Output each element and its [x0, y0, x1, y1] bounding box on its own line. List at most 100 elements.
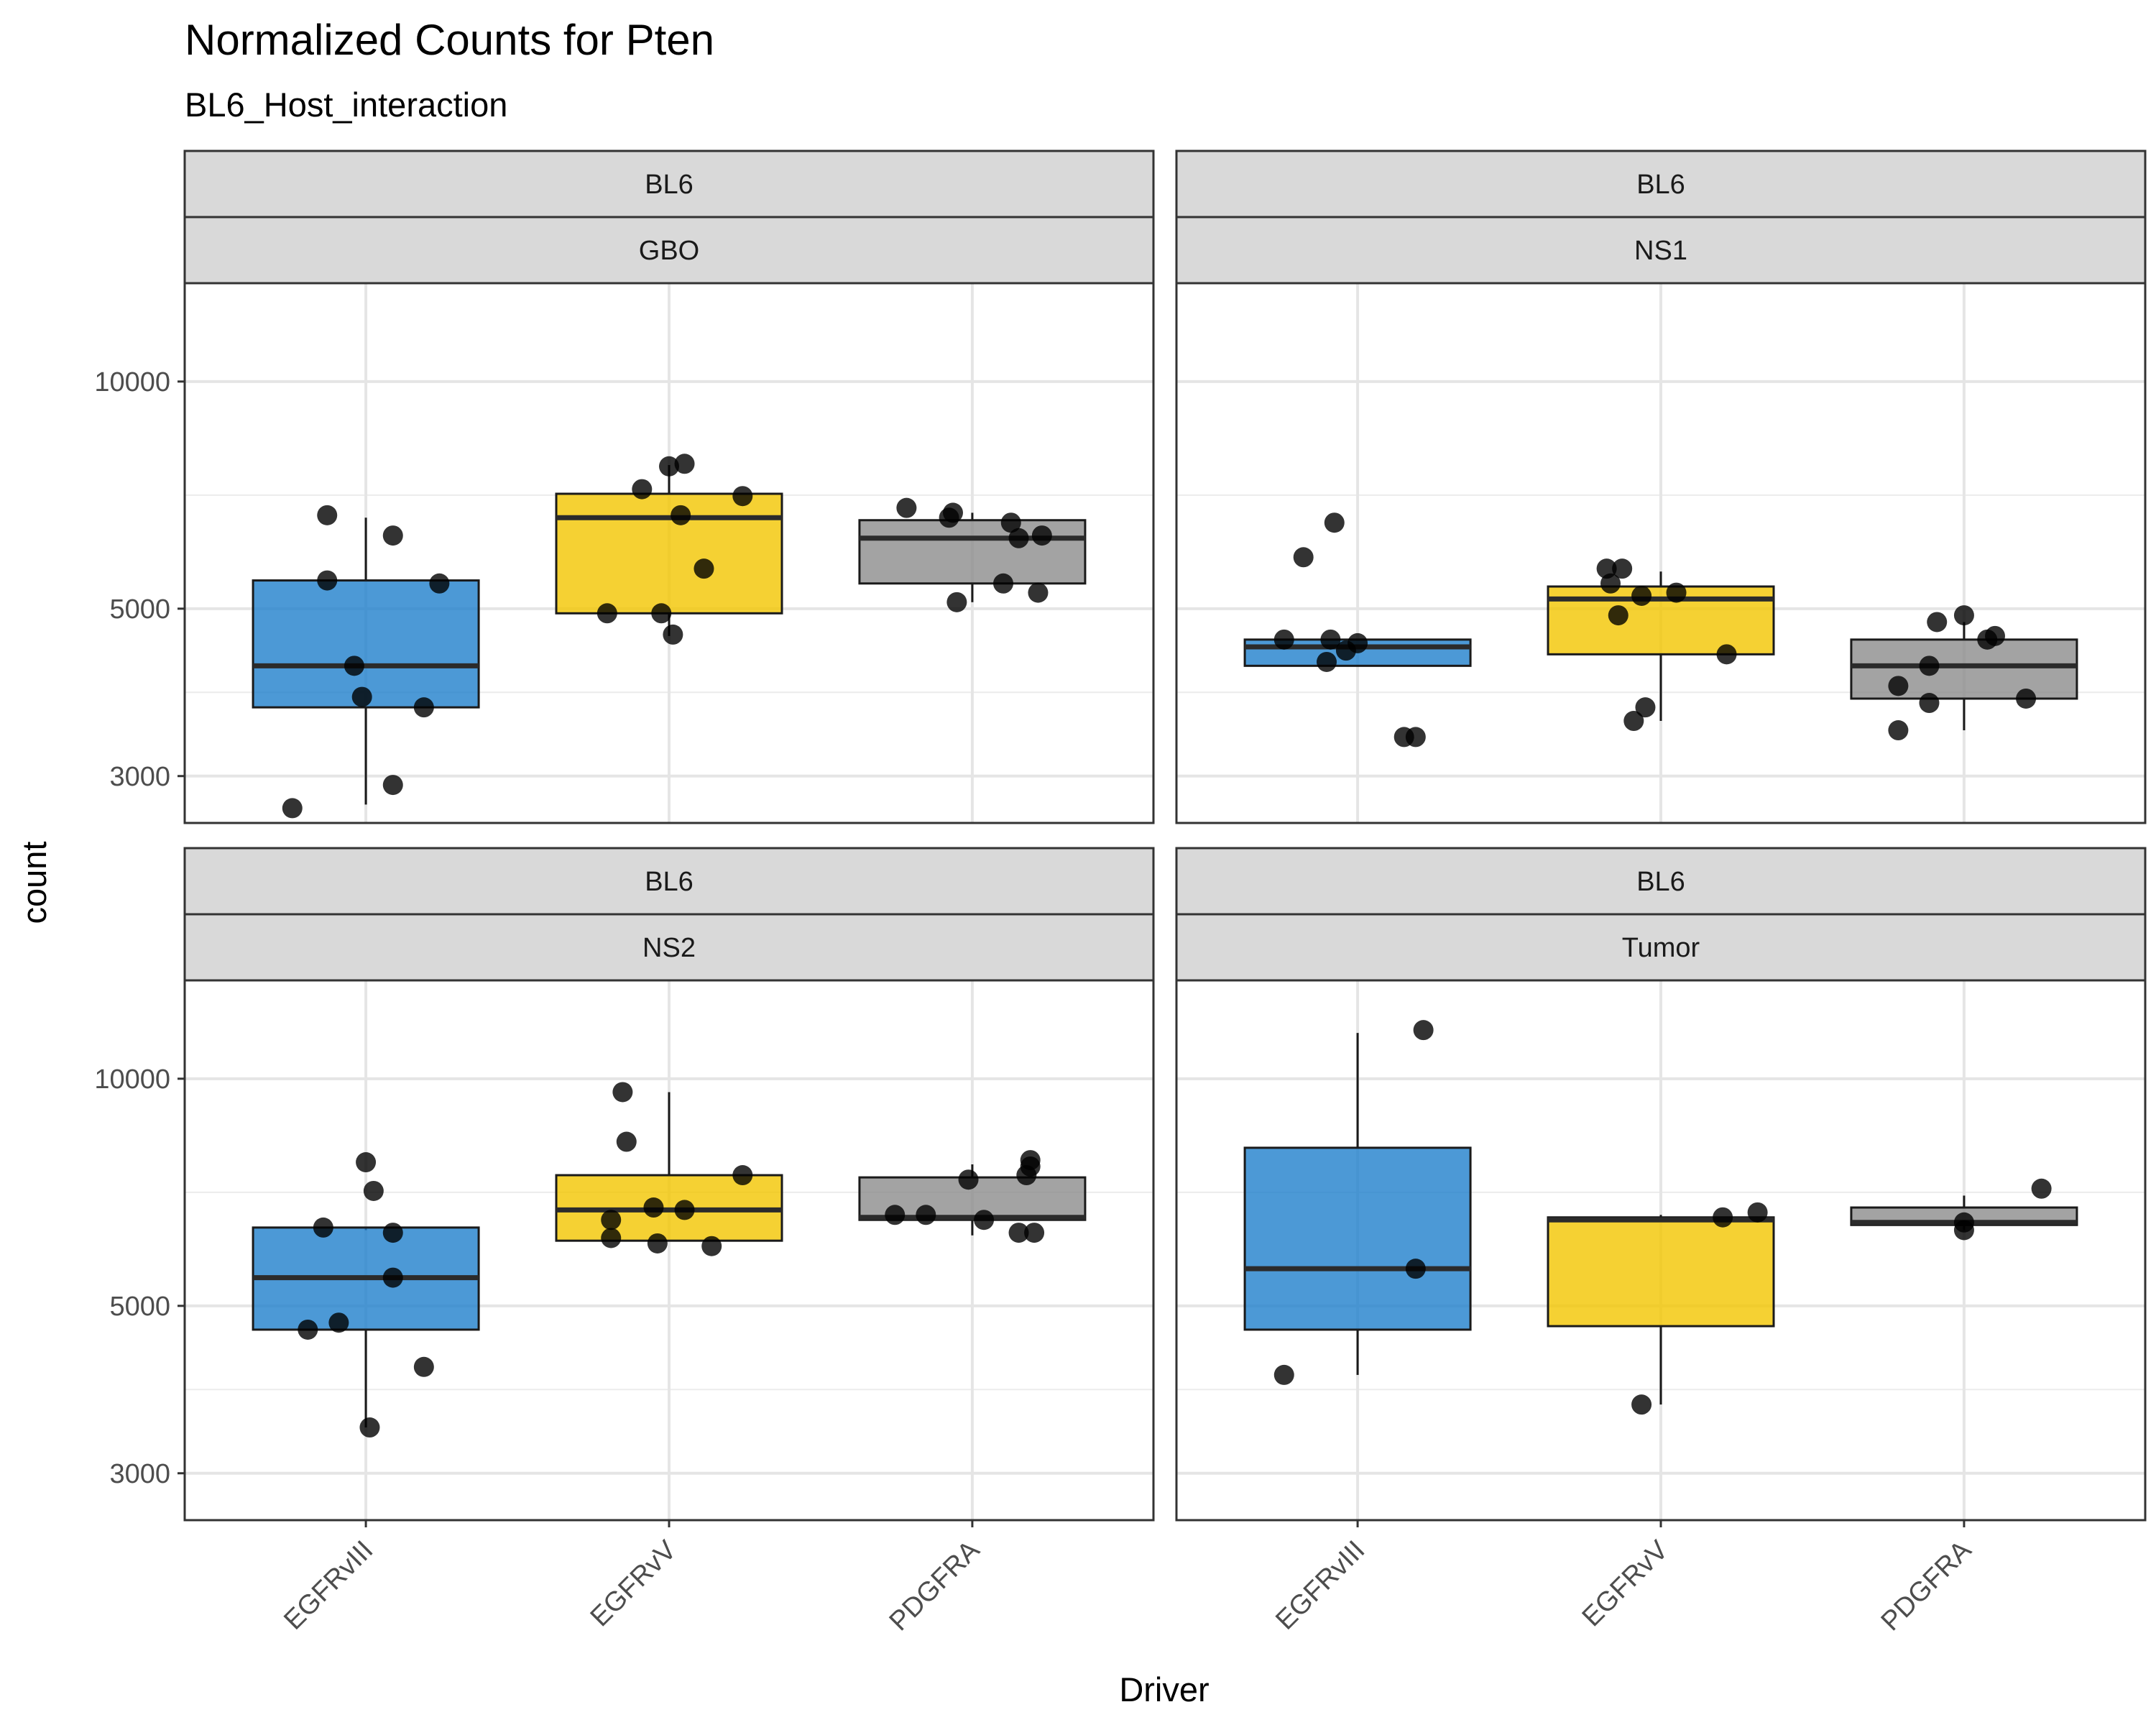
data-point: [1600, 573, 1621, 594]
box-ns2-egfrvv: [555, 1082, 783, 1256]
data-point: [1888, 676, 1909, 696]
data-point: [647, 1233, 668, 1254]
data-point: [651, 603, 672, 624]
x-axis-title: Driver: [1119, 1670, 1209, 1708]
data-point: [1635, 697, 1656, 718]
box-ns2-pdgfra: [858, 1150, 1087, 1243]
panel-border: [1175, 282, 2147, 824]
data-point: [694, 558, 714, 579]
data-point: [1413, 1020, 1434, 1041]
y-tick-label: 5000: [109, 1292, 170, 1322]
data-point: [674, 454, 695, 474]
data-point: [382, 525, 403, 546]
strip-ns1-2: [1175, 216, 2147, 285]
data-point: [659, 456, 679, 477]
strip-label: NS1: [1634, 236, 1687, 266]
facet-ns1: BL6 NS1: [1175, 150, 2147, 824]
data-point: [1316, 651, 1337, 672]
data-point: [1293, 547, 1314, 568]
y-tick-label: 3000: [109, 1459, 170, 1489]
strip-label: NS2: [642, 933, 696, 963]
data-point: [2031, 1178, 2052, 1199]
data-point: [382, 1267, 403, 1288]
box-ns1-pdgfra: [1850, 605, 2078, 741]
x-tick-label: EGFRvIII: [278, 1535, 379, 1636]
box-ns1-egfrviii: [1243, 512, 1472, 748]
box-iqr: [1243, 1146, 1472, 1331]
data-point: [359, 1417, 380, 1438]
box-iqr: [1850, 638, 2078, 700]
facet-tumor: BL6 Tumor EGFRvIII EGFRvV PDGFRA: [1175, 847, 2147, 1637]
data-point: [1888, 720, 1909, 741]
x-tick-label: EGFRvIII: [1270, 1535, 1370, 1636]
strip-label: BL6: [645, 170, 694, 200]
data-point: [1405, 1259, 1426, 1279]
data-point: [351, 686, 372, 707]
data-point: [596, 603, 617, 624]
box-iqr: [252, 579, 480, 709]
data-point: [1000, 512, 1021, 533]
data-point: [974, 1210, 995, 1230]
data-point: [1016, 1165, 1037, 1186]
data-point: [1324, 512, 1345, 533]
box-iqr: [1547, 1216, 1775, 1328]
data-point: [993, 573, 1014, 594]
strip-gbo-1: [183, 150, 1155, 218]
data-point: [946, 592, 967, 612]
strip-tumor-1: [1175, 847, 2147, 916]
panel-border: [183, 282, 1155, 824]
chart-title: Normalized Counts for Pten: [185, 16, 714, 64]
box-gbo-pdgfra: [858, 497, 1087, 612]
strip-label: BL6: [645, 867, 694, 897]
data-point: [1320, 629, 1341, 650]
x-tick-label: EGFRvV: [585, 1535, 683, 1632]
y-axis-title: count: [15, 842, 53, 924]
data-point: [298, 1319, 318, 1340]
data-point: [939, 507, 959, 528]
data-point: [382, 775, 403, 796]
x-tick-label: EGFRvV: [1577, 1535, 1674, 1632]
data-point: [413, 1356, 434, 1377]
strip-label: BL6: [1636, 867, 1685, 897]
data-point: [1631, 1394, 1652, 1415]
data-point: [1953, 1220, 1974, 1241]
data-point: [612, 1082, 633, 1103]
data-point: [1623, 711, 1644, 732]
data-point: [363, 1180, 384, 1201]
data-point: [1716, 644, 1737, 665]
data-point: [317, 505, 338, 525]
box-gbo-egfrvv: [555, 454, 783, 645]
data-point: [1273, 629, 1294, 650]
data-point: [2016, 688, 2037, 709]
data-point: [1031, 525, 1052, 546]
data-point: [671, 505, 691, 525]
chart-subtitle: BL6_Host_interaction: [185, 86, 507, 124]
data-point: [413, 697, 434, 718]
box-iqr: [555, 492, 783, 615]
data-point: [663, 624, 683, 645]
strip-tumor-2: [1175, 913, 2147, 982]
y-tick-label: 10000: [94, 367, 170, 397]
data-point: [328, 1312, 349, 1333]
data-point: [616, 1131, 637, 1152]
data-point: [1666, 582, 1687, 603]
data-point: [732, 486, 753, 507]
strip-ns1-1: [1175, 150, 2147, 218]
data-point: [1631, 585, 1652, 606]
box-ns2-egfrviii: [252, 1152, 480, 1438]
x-tick-label: PDGFRA: [1876, 1535, 1978, 1637]
data-point: [317, 570, 338, 591]
data-point: [1713, 1207, 1733, 1228]
data-point: [1024, 1223, 1045, 1243]
data-point: [601, 1228, 622, 1248]
box-iqr: [858, 519, 1087, 585]
strip-label: Tumor: [1622, 933, 1700, 963]
data-point: [916, 1205, 936, 1225]
data-point: [1612, 558, 1633, 579]
box-tumor-egfrvv: [1547, 1202, 1775, 1415]
data-point: [1405, 727, 1426, 748]
data-point: [344, 656, 364, 676]
data-point: [701, 1236, 722, 1256]
data-point: [1919, 693, 1940, 714]
